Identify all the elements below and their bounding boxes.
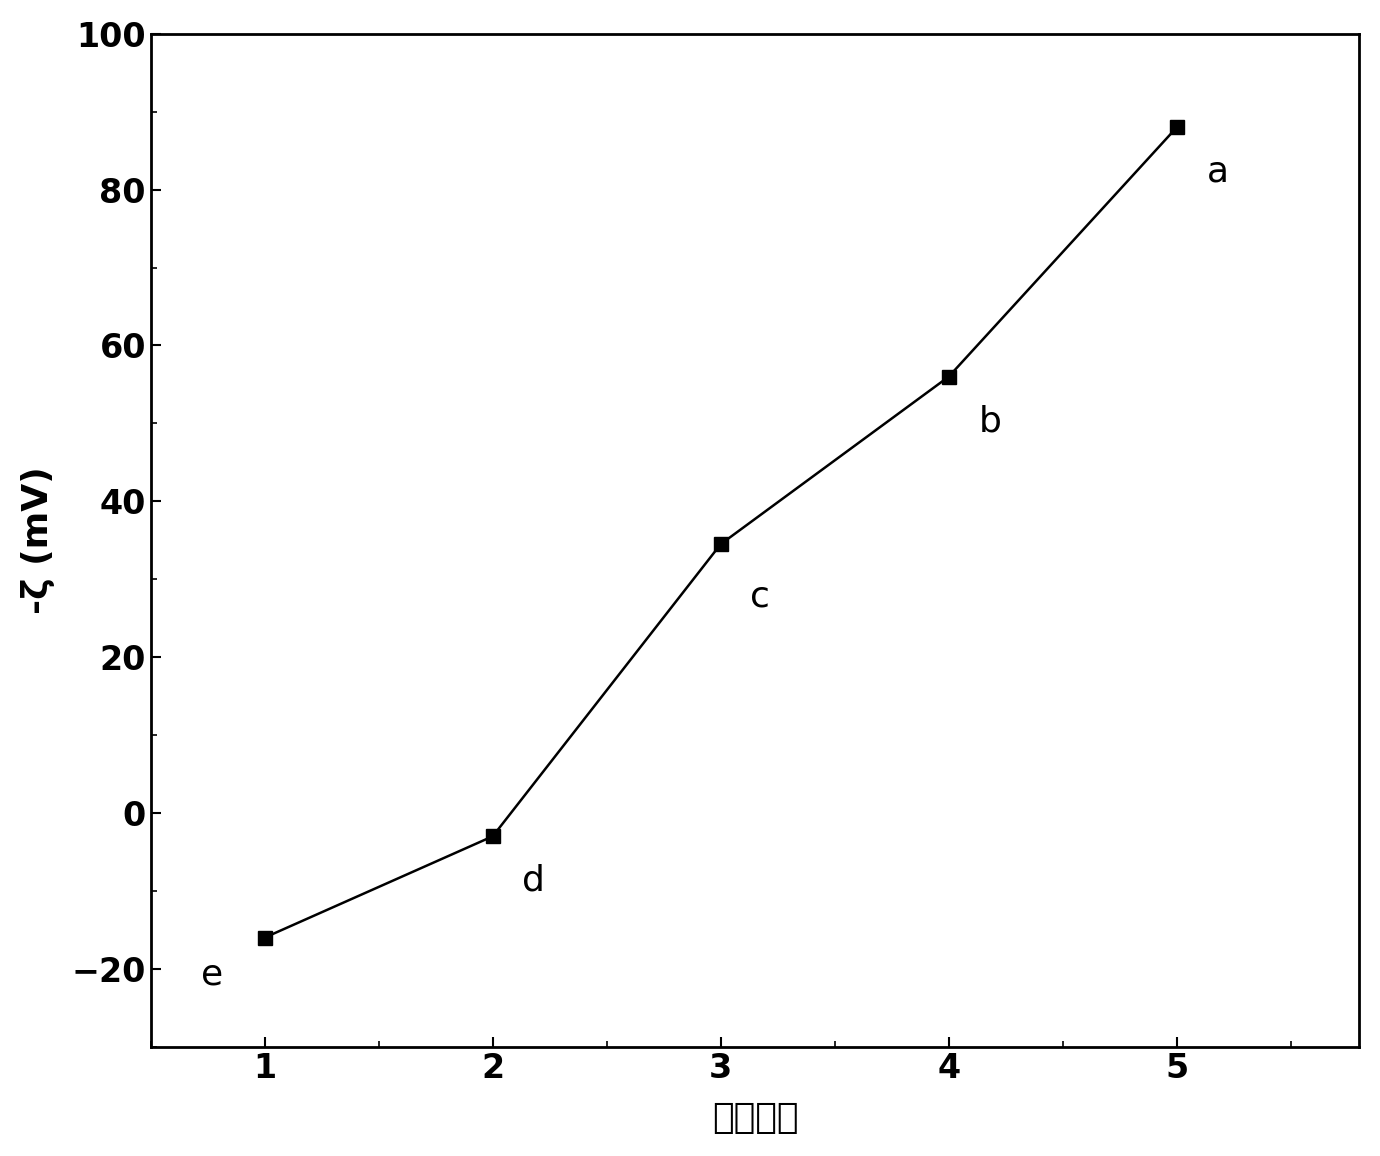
Text: e: e [201, 957, 224, 992]
X-axis label: 样品编号: 样品编号 [712, 1102, 798, 1135]
Text: a: a [1206, 155, 1228, 188]
Y-axis label: -ζ (mV): -ζ (mV) [21, 466, 55, 614]
Text: b: b [978, 405, 1002, 438]
Text: d: d [523, 864, 545, 898]
Text: c: c [751, 579, 770, 614]
